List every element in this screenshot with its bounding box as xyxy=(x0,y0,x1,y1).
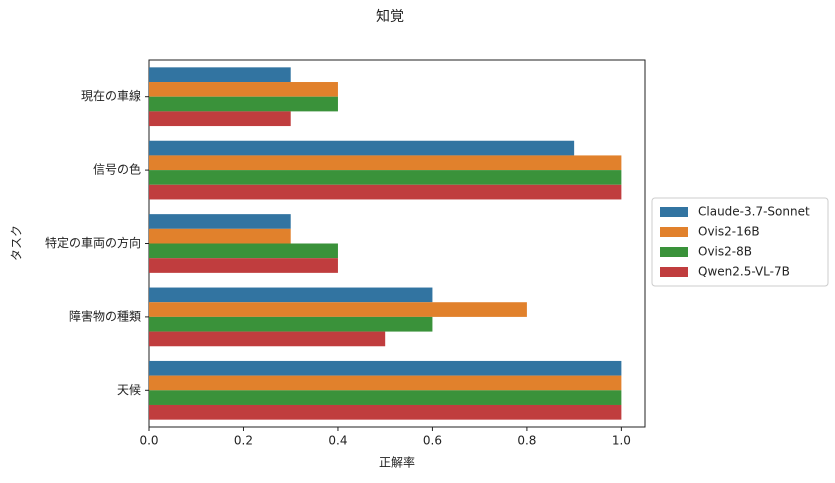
bar xyxy=(149,375,622,391)
bar xyxy=(149,258,338,273)
bar xyxy=(149,140,575,156)
legend-box xyxy=(651,197,829,287)
bar xyxy=(149,360,622,376)
y-tick-label: 障害物の種類 xyxy=(69,308,141,323)
bar xyxy=(149,67,291,83)
x-tick-label: 0.0 xyxy=(139,434,158,448)
bar xyxy=(149,111,291,127)
bar xyxy=(149,214,291,229)
legend-swatch xyxy=(660,227,688,237)
x-tick-label: 0.8 xyxy=(517,434,536,448)
bar xyxy=(149,331,386,347)
bar xyxy=(149,302,527,317)
x-tick-label: 0.6 xyxy=(423,434,442,448)
chart-title: 知覚 xyxy=(376,8,404,25)
bar xyxy=(149,243,338,259)
x-tick-label: 0.4 xyxy=(328,434,347,448)
y-tick-label: 特定の車両の方向 xyxy=(45,235,141,250)
legend-swatch xyxy=(660,207,688,217)
legend-label: Claude-3.7-Sonnet xyxy=(698,205,810,219)
bar xyxy=(149,96,338,112)
bar xyxy=(149,390,622,405)
legend-label: Ovis2-16B xyxy=(698,225,760,239)
bar xyxy=(149,287,433,303)
bar xyxy=(149,316,433,332)
legend-label: Qwen2.5-VL-7B xyxy=(698,265,790,279)
y-axis-label: タスク xyxy=(10,225,24,261)
x-tick-label: 1.0 xyxy=(612,434,631,448)
bar xyxy=(149,228,291,244)
bar xyxy=(149,82,338,97)
y-tick-label: 現在の車線 xyxy=(81,88,141,103)
bar xyxy=(149,170,622,185)
x-tick-label: 0.2 xyxy=(234,434,253,448)
legend-swatch xyxy=(660,247,688,257)
bar xyxy=(149,404,622,420)
x-axis-label: 正解率 xyxy=(379,455,415,470)
bar xyxy=(149,155,622,171)
legend-swatch xyxy=(660,267,688,277)
legend-label: Ovis2-8B xyxy=(698,245,752,259)
y-tick-label: 信号の色 xyxy=(93,163,141,177)
bar xyxy=(149,184,622,200)
y-tick-label: 天候 xyxy=(117,383,141,397)
